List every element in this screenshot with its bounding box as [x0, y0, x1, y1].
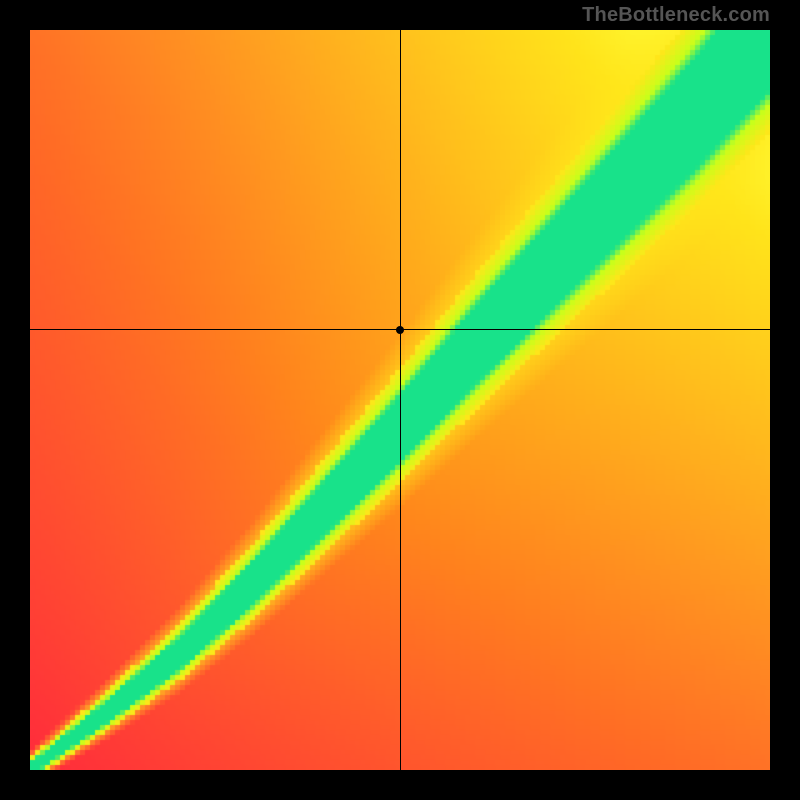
crosshair-vertical — [400, 30, 401, 770]
chart-frame: TheBottleneck.com — [0, 0, 800, 800]
heatmap-plot — [30, 30, 770, 770]
watermark-text: TheBottleneck.com — [582, 4, 770, 27]
crosshair-dot — [396, 326, 404, 334]
